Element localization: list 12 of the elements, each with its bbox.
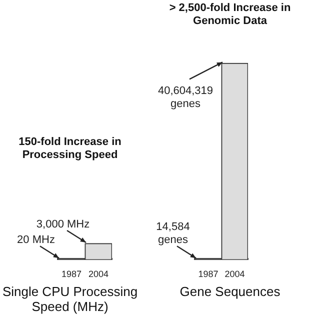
x-tick-label: 2004 [88, 269, 109, 280]
x-tick-label: 2004 [224, 269, 245, 280]
data-label: 3,000 MHz [36, 218, 90, 230]
x-tick-label: 1987 [61, 269, 82, 280]
x-axis-title: Gene Sequences [178, 284, 282, 299]
data-label: 14,584 genes [156, 221, 190, 246]
x-axis-title: Single CPU Processing Speed (MHz) [1, 284, 139, 314]
chart-title: 150-fold Increase in Processing Speed [18, 136, 122, 162]
chart-title: > 2,500-fold Increase in Genomic Data [168, 2, 292, 28]
data-label: 40,604,319 genes [158, 85, 214, 110]
data-label: 20 MHz [17, 234, 55, 246]
x-tick-label: 1987 [198, 269, 218, 280]
